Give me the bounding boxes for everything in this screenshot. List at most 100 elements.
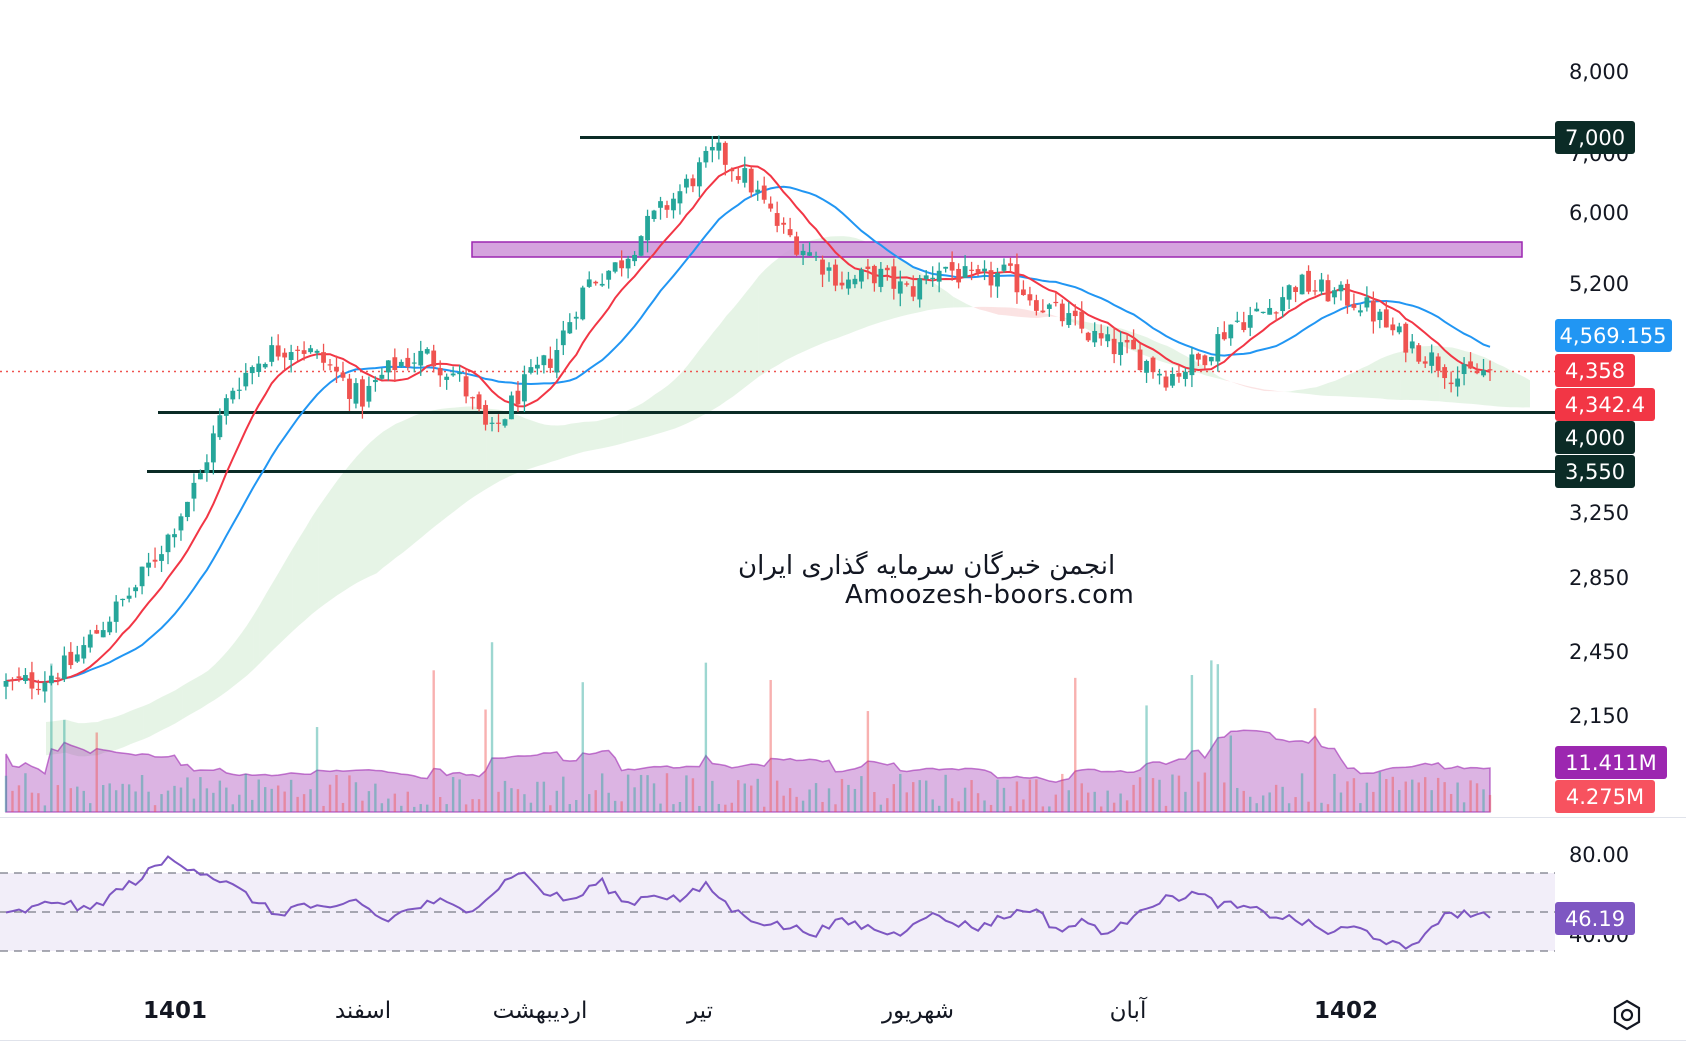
candle-body[interactable] bbox=[580, 287, 586, 320]
candle-body[interactable] bbox=[1079, 311, 1085, 329]
candle-body[interactable] bbox=[483, 404, 488, 425]
candle-body[interactable] bbox=[781, 222, 787, 225]
candle-body[interactable] bbox=[722, 142, 728, 165]
candle-body[interactable] bbox=[962, 266, 968, 278]
candle-body[interactable] bbox=[36, 688, 41, 691]
candle-body[interactable] bbox=[1208, 356, 1214, 362]
candle-body[interactable] bbox=[995, 273, 1000, 287]
candle-body[interactable] bbox=[1124, 339, 1130, 343]
candle-body[interactable] bbox=[1195, 353, 1201, 360]
candle-body[interactable] bbox=[217, 415, 223, 438]
candle-body[interactable] bbox=[178, 516, 184, 531]
candle-body[interactable] bbox=[295, 349, 301, 351]
candle-body[interactable] bbox=[1409, 341, 1415, 349]
candle-body[interactable] bbox=[735, 176, 741, 180]
candle-body[interactable] bbox=[204, 462, 210, 473]
candle-body[interactable] bbox=[1163, 376, 1169, 388]
candle-body[interactable] bbox=[774, 213, 780, 226]
candle-body[interactable] bbox=[1215, 334, 1221, 362]
candle-body[interactable] bbox=[671, 198, 676, 211]
candle-body[interactable] bbox=[800, 250, 806, 256]
candle-body[interactable] bbox=[146, 562, 151, 568]
candle-body[interactable] bbox=[677, 191, 683, 204]
candle-body[interactable] bbox=[975, 269, 981, 273]
candle-body[interactable] bbox=[949, 262, 955, 271]
rsi-axis[interactable]: 80.00 40.00 46.19 bbox=[1555, 843, 1635, 947]
candle-body[interactable] bbox=[405, 357, 411, 368]
candle-body[interactable] bbox=[236, 389, 242, 391]
candle-body[interactable] bbox=[1448, 382, 1454, 385]
candle-body[interactable] bbox=[256, 363, 262, 372]
candle-body[interactable] bbox=[191, 482, 197, 499]
candle-body[interactable] bbox=[1319, 279, 1324, 292]
candle-body[interactable] bbox=[68, 651, 74, 666]
candle-body[interactable] bbox=[897, 281, 903, 294]
candle-body[interactable] bbox=[120, 598, 126, 601]
candle-body[interactable] bbox=[1111, 338, 1117, 355]
candle-body[interactable] bbox=[340, 372, 346, 378]
candle-body[interactable] bbox=[528, 367, 534, 373]
candle-body[interactable] bbox=[1157, 373, 1162, 376]
candle-body[interactable] bbox=[457, 372, 463, 375]
candle-body[interactable] bbox=[768, 203, 774, 209]
candle-body[interactable] bbox=[249, 367, 255, 374]
candle-body[interactable] bbox=[606, 270, 612, 280]
candle-body[interactable] bbox=[476, 394, 482, 410]
candle-body[interactable] bbox=[3, 680, 9, 687]
candle-body[interactable] bbox=[61, 655, 67, 680]
candle-body[interactable] bbox=[314, 350, 320, 353]
candle-body[interactable] bbox=[664, 205, 670, 210]
candle-body[interactable] bbox=[1442, 367, 1448, 379]
candle-body[interactable] bbox=[1072, 310, 1078, 317]
candle-body[interactable] bbox=[1221, 332, 1227, 340]
candle-body[interactable] bbox=[651, 210, 657, 220]
candle-body[interactable] bbox=[1228, 324, 1234, 339]
candle-body[interactable] bbox=[1273, 312, 1279, 314]
candle-body[interactable] bbox=[716, 142, 722, 151]
candle-body[interactable] bbox=[1241, 322, 1247, 331]
candle-body[interactable] bbox=[586, 279, 592, 287]
candle-body[interactable] bbox=[347, 378, 352, 399]
candle-body[interactable] bbox=[936, 270, 942, 282]
candle-body[interactable] bbox=[742, 168, 748, 183]
candle-body[interactable] bbox=[502, 419, 508, 426]
candle-body[interactable] bbox=[1286, 285, 1292, 300]
candle-body[interactable] bbox=[327, 364, 333, 366]
candle-body[interactable] bbox=[1202, 355, 1208, 366]
candle-body[interactable] bbox=[463, 376, 469, 397]
candle-body[interactable] bbox=[379, 374, 385, 379]
candle-body[interactable] bbox=[1085, 332, 1091, 341]
candle-body[interactable] bbox=[859, 269, 864, 282]
candle-body[interactable] bbox=[1306, 270, 1311, 292]
candle-body[interactable] bbox=[1390, 324, 1396, 331]
candle-body[interactable] bbox=[23, 675, 28, 682]
candle-body[interactable] bbox=[794, 236, 800, 255]
candle-body[interactable] bbox=[1150, 357, 1156, 373]
candle-body[interactable] bbox=[1299, 274, 1305, 295]
candle-body[interactable] bbox=[696, 162, 702, 187]
candle-body[interactable] bbox=[411, 362, 417, 364]
candle-body[interactable] bbox=[917, 278, 923, 300]
candle-body[interactable] bbox=[632, 254, 637, 262]
candle-body[interactable] bbox=[871, 265, 877, 284]
candle-body[interactable] bbox=[534, 364, 540, 369]
candle-body[interactable] bbox=[126, 595, 132, 599]
candle-body[interactable] bbox=[684, 178, 689, 188]
candle-body[interactable] bbox=[1059, 303, 1065, 322]
candle-body[interactable] bbox=[547, 358, 553, 368]
candle-body[interactable] bbox=[1461, 364, 1467, 375]
candle-body[interactable] bbox=[787, 229, 793, 236]
candle-body[interactable] bbox=[839, 282, 845, 286]
candle-body[interactable] bbox=[813, 256, 819, 258]
candle-body[interactable] bbox=[846, 279, 851, 289]
candle-body[interactable] bbox=[418, 350, 424, 366]
candle-body[interactable] bbox=[133, 587, 139, 592]
candle-body[interactable] bbox=[1364, 297, 1370, 308]
candle-body[interactable] bbox=[385, 360, 391, 373]
candle-body[interactable] bbox=[930, 277, 936, 279]
candle-body[interactable] bbox=[398, 361, 404, 367]
candle-body[interactable] bbox=[210, 433, 216, 463]
candle-body[interactable] bbox=[87, 634, 93, 648]
candle-body[interactable] bbox=[29, 672, 35, 689]
candle-body[interactable] bbox=[16, 676, 22, 678]
